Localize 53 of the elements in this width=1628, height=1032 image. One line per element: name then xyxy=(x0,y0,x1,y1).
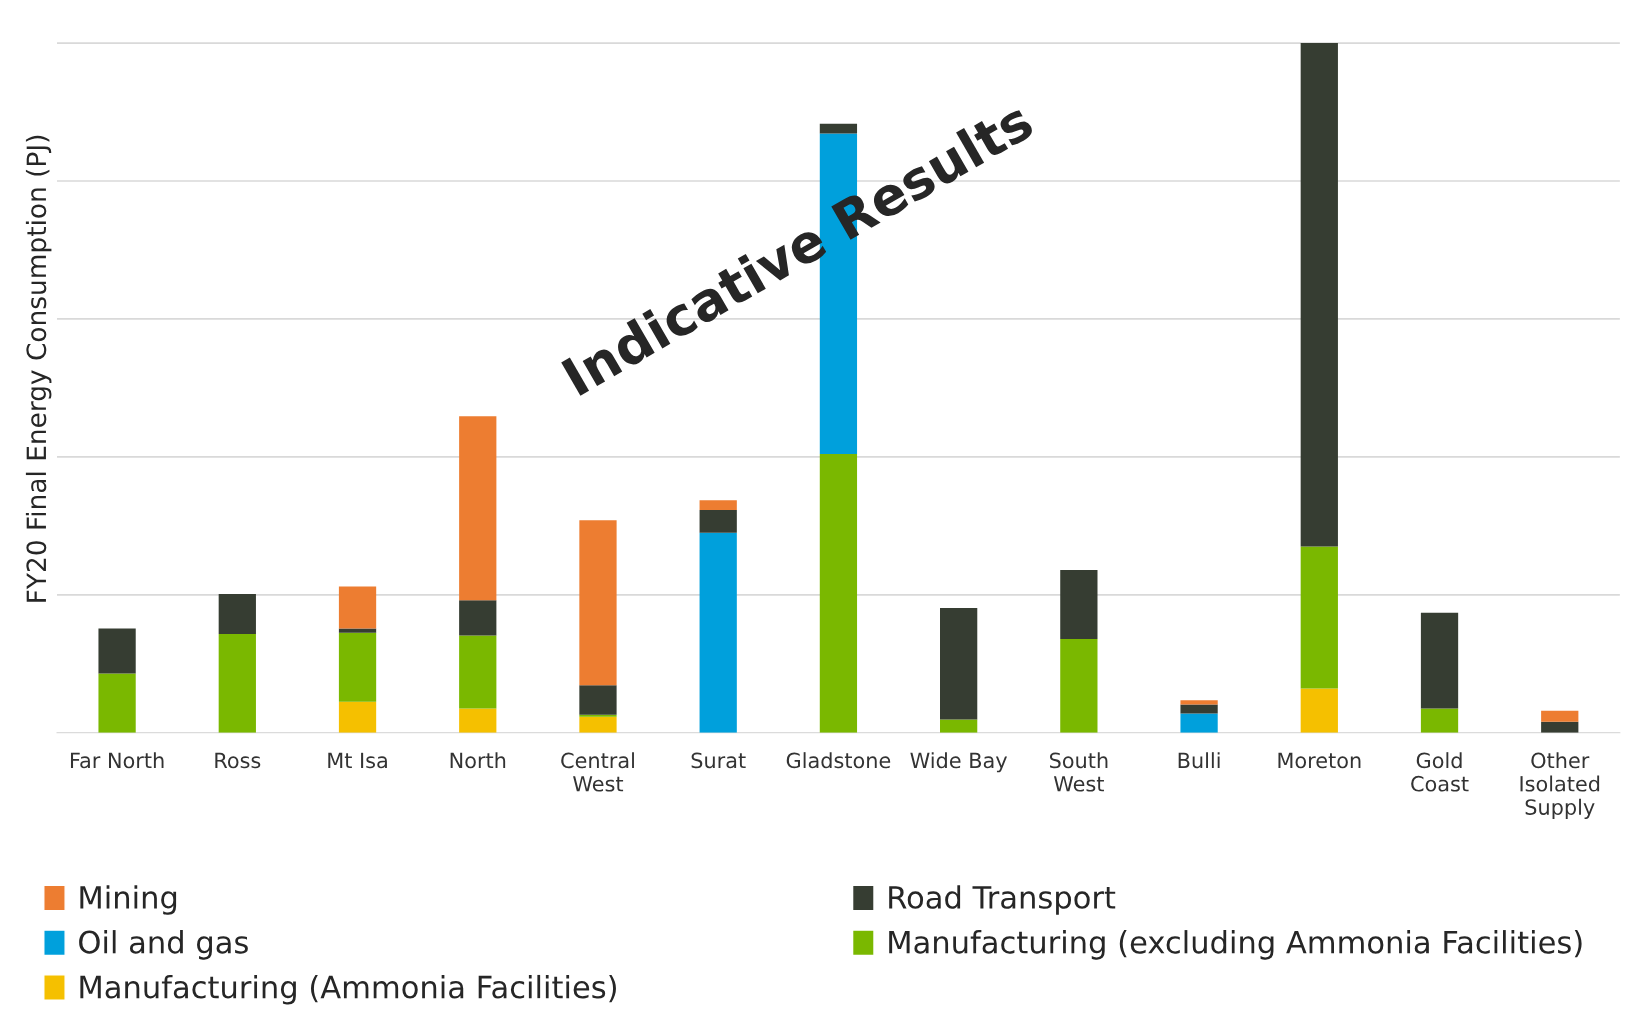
bar xyxy=(1541,710,1579,722)
bar xyxy=(98,673,136,733)
x-tick-label: Far North xyxy=(70,752,164,769)
bar xyxy=(699,532,737,733)
bar xyxy=(338,701,377,733)
x-tick-label: Bulli xyxy=(1178,752,1220,769)
bar xyxy=(1300,546,1338,689)
bar xyxy=(459,416,497,601)
bar xyxy=(940,719,978,733)
bar xyxy=(218,594,256,635)
bar xyxy=(579,714,617,717)
bar xyxy=(940,607,978,720)
bar xyxy=(338,632,377,702)
legend-label: Manufacturing (excluding Ammonia Facilities) xyxy=(889,930,1582,960)
bar xyxy=(98,628,136,674)
bar xyxy=(459,600,497,636)
bar xyxy=(338,628,377,633)
x-tick-label: South West xyxy=(1049,752,1108,792)
legend-label: Mining xyxy=(80,885,177,915)
bar xyxy=(819,454,858,733)
bar xyxy=(1180,700,1218,705)
bar xyxy=(1180,704,1218,714)
bar xyxy=(1420,612,1459,709)
x-tick-label: Other Isolated Supply xyxy=(1520,752,1600,819)
x-tick-label: Mt Isa xyxy=(328,752,387,769)
x-tick-label: Wide Bay xyxy=(910,752,1007,773)
bar xyxy=(1060,569,1098,639)
bar xyxy=(699,509,737,533)
bar xyxy=(579,716,617,733)
bar xyxy=(459,708,497,733)
x-tick-label: Gladstone xyxy=(786,752,891,769)
x-tick-label: North xyxy=(450,752,506,769)
legend-label: Road Transport xyxy=(889,885,1116,915)
x-tick-label: Central West xyxy=(561,752,634,792)
bar xyxy=(1420,708,1459,733)
bar xyxy=(579,520,617,686)
bar xyxy=(1060,638,1098,733)
bar xyxy=(459,635,497,709)
bar xyxy=(218,634,256,733)
bar xyxy=(699,500,737,510)
bar xyxy=(338,586,377,629)
x-tick-label: Surat xyxy=(691,752,746,769)
x-tick-label: Moreton xyxy=(1278,752,1361,769)
x-tick-label: Ross xyxy=(215,752,261,769)
y-axis-title: FY20 Final Energy Consumption (PJ) xyxy=(25,135,52,602)
legend-label: Manufacturing (Ammonia Facilities) xyxy=(80,974,616,1005)
bar xyxy=(579,685,617,715)
bar xyxy=(1541,721,1579,733)
bar xyxy=(1300,43,1338,547)
bar xyxy=(1300,688,1338,733)
x-tick-label: Gold Coast xyxy=(1411,752,1469,792)
legend-label: Oil and gas xyxy=(79,930,248,960)
bar xyxy=(1180,713,1218,733)
